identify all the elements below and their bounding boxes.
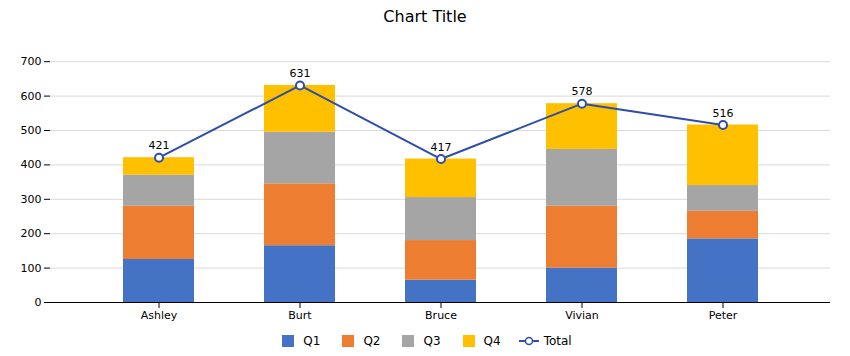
svg-text:0: 0 bbox=[35, 296, 42, 309]
svg-text:400: 400 bbox=[21, 158, 42, 171]
html-text:Chart Title: Chart Title bbox=[383, 7, 467, 26]
html-text:Q2: Q2 bbox=[363, 334, 381, 348]
svg-text:100: 100 bbox=[21, 262, 42, 275]
svg-text:500: 500 bbox=[21, 124, 42, 137]
svg-text:200: 200 bbox=[21, 227, 42, 240]
html-text:Q4: Q4 bbox=[483, 334, 501, 348]
svg-text:421: 421 bbox=[149, 139, 170, 152]
svg-text:578: 578 bbox=[572, 85, 593, 98]
svg-text:Bruce: Bruce bbox=[425, 309, 457, 322]
svg-text:600: 600 bbox=[21, 90, 42, 103]
svg-text:700: 700 bbox=[21, 55, 42, 68]
html-text:Q3: Q3 bbox=[423, 334, 441, 348]
svg-text:Burt: Burt bbox=[288, 309, 312, 322]
svg-text:300: 300 bbox=[21, 193, 42, 206]
svg-text:Vivian: Vivian bbox=[565, 309, 599, 322]
svg-text:Ashley: Ashley bbox=[141, 309, 178, 322]
svg-text:417: 417 bbox=[431, 141, 452, 154]
svg-text:631: 631 bbox=[290, 67, 311, 80]
html-text:Q1: Q1 bbox=[303, 334, 321, 348]
svg-text:Peter: Peter bbox=[709, 309, 738, 322]
html-text:Total: Total bbox=[543, 334, 572, 348]
svg-text:516: 516 bbox=[713, 107, 734, 120]
